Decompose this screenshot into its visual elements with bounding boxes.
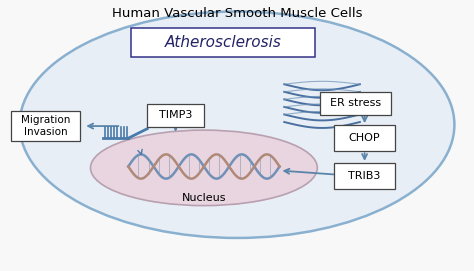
FancyBboxPatch shape xyxy=(319,92,391,115)
Ellipse shape xyxy=(19,11,455,238)
Text: Migration
Invasion: Migration Invasion xyxy=(21,115,70,137)
Text: ER stress: ER stress xyxy=(329,98,381,108)
Text: TRIB3: TRIB3 xyxy=(348,171,381,181)
FancyBboxPatch shape xyxy=(11,111,80,141)
Text: TIMP3: TIMP3 xyxy=(159,110,192,120)
FancyBboxPatch shape xyxy=(147,104,204,127)
FancyBboxPatch shape xyxy=(334,163,395,189)
Text: Nucleus: Nucleus xyxy=(182,193,226,203)
Text: Atherosclerosis: Atherosclerosis xyxy=(164,35,281,50)
FancyBboxPatch shape xyxy=(334,125,395,151)
Text: Human Vascular Smooth Muscle Cells: Human Vascular Smooth Muscle Cells xyxy=(112,7,362,20)
FancyBboxPatch shape xyxy=(131,28,315,57)
Text: CHOP: CHOP xyxy=(349,133,381,143)
Ellipse shape xyxy=(91,130,318,206)
